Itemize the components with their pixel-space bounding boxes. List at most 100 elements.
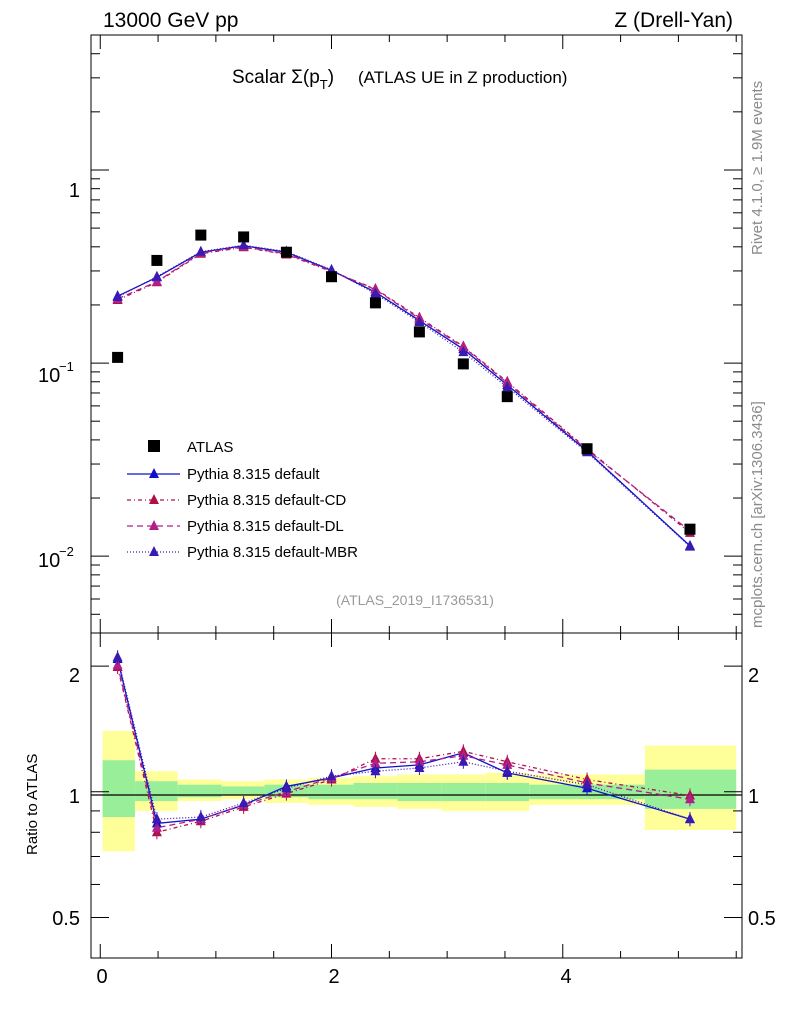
ratio-series-marker-3: [195, 811, 206, 822]
ratio-series-marker-3: [238, 797, 249, 808]
ratio-series-marker-2: [151, 821, 162, 832]
main-series-marker-3: [370, 287, 381, 298]
ratio-y-tick-2: 2: [69, 665, 80, 687]
legend-marker-cd: [149, 494, 159, 504]
ratio-series-marker-3: [414, 762, 425, 773]
legend: ATLAS Pythia 8.315 default Pythia 8.315 …: [127, 439, 358, 561]
atlas-data-point: [238, 231, 250, 243]
band-green: [221, 786, 265, 796]
y-tick-label-0p1-exp: −1: [59, 359, 74, 374]
ratio-series-marker-3: [458, 755, 469, 766]
ratio-frame: [90, 632, 743, 959]
main-series-marker-3: [414, 316, 425, 327]
main-series-marker-3: [502, 381, 513, 392]
main-ticks: [91, 34, 742, 634]
main-series-marker-3: [238, 239, 249, 250]
header-right: Z (Drell-Yan): [614, 9, 733, 32]
ratio-uncertainty-bands: [102, 730, 737, 852]
ratio-y-axis-label: Ratio to ATLAS: [24, 754, 41, 855]
ratio-series-line-1: [116, 666, 691, 834]
legend-label-default: Pythia 8.315 default: [187, 466, 320, 483]
band-green: [353, 782, 398, 800]
legend-label-atlas: ATLAS: [187, 439, 233, 456]
ratio-series-marker-2: [502, 758, 513, 769]
ratio-ticks: [91, 633, 742, 958]
ratio-series-marker-3: [684, 813, 695, 824]
y-tick-label-1: 1: [69, 180, 80, 202]
main-series-line-2: [117, 246, 691, 532]
legend-label-cd: Pythia 8.315 default-CD: [187, 492, 346, 509]
band-green: [134, 781, 178, 802]
x-tick-label-2: 2: [328, 966, 339, 988]
ratio-y-tick-0p5: 0.5: [52, 908, 80, 930]
ratio-panel: 2 1 0.5 2 1 0.5 Ratio to ATLAS 0 2 4: [24, 632, 776, 988]
main-series-line-1: [117, 246, 691, 534]
header-left: 13000 GeV pp: [103, 9, 238, 32]
ratio-series-marker-3: [582, 778, 593, 789]
atlas-data-point: [581, 443, 593, 455]
atlas-data-point: [151, 254, 163, 266]
main-series-marker-3: [151, 270, 162, 281]
ratio-series-marker-3: [502, 765, 513, 776]
ratio-series-line-3: [116, 657, 691, 820]
x-tick-label-4: 4: [560, 966, 571, 988]
ratio-series-markers: [112, 650, 695, 840]
x-tick-label-0: 0: [96, 966, 107, 988]
ratio-series-marker-3: [326, 770, 337, 781]
legend-marker-mbr: [149, 546, 159, 556]
ratio-series-marker-3: [151, 813, 162, 824]
atlas-data-point: [501, 391, 513, 403]
legend-label-dl: Pythia 8.315 default-DL: [187, 518, 344, 535]
main-series-marker-3: [195, 245, 206, 256]
y-tick-label-0p1-base: 10: [38, 365, 60, 387]
atlas-data-point: [369, 297, 381, 309]
ratio-y-tick-1: 1: [69, 786, 80, 808]
atlas-data-point: [457, 358, 469, 370]
legend-marker-dl: [149, 520, 159, 530]
ratio-series-marker-2: [414, 755, 425, 766]
atlas-data-point: [112, 351, 124, 363]
band-green: [441, 782, 486, 802]
chart-title: Scalar Σ(pT) (ATLAS UE in Z production): [232, 67, 567, 92]
title-tail: (ATLAS UE in Z production): [358, 68, 567, 87]
ratio-y-tick-2-right: 2: [748, 665, 759, 687]
ratio-series-line-0: [116, 658, 691, 825]
band-green: [102, 760, 135, 818]
title-close: ): [328, 67, 334, 88]
ratio-series-lines: [116, 657, 691, 834]
ratio-series-marker-2: [370, 757, 381, 768]
ratio-y-tick-0p5-right: 0.5: [748, 908, 776, 930]
atlas-data-point: [684, 523, 696, 535]
atlas-data-point: [280, 246, 292, 258]
main-series-lines: [117, 244, 691, 548]
legend-label-mbr: Pythia 8.315 default-MBR: [187, 544, 358, 561]
band-green: [308, 784, 354, 800]
ratio-series-marker-3: [281, 782, 292, 793]
title-main: Scalar Σ(p: [232, 67, 320, 88]
ratio-y-tick-1-right: 1: [748, 786, 759, 808]
title-sub: T: [320, 77, 328, 92]
main-series-marker-3: [458, 346, 469, 357]
band-green: [177, 784, 222, 798]
svg-text:Scalar Σ(pT): Scalar Σ(pT): [232, 67, 334, 92]
ratio-series-marker-3: [112, 651, 123, 662]
main-panel: 1 10 −1 10 −2 Scalar Σ(pT) (ATLAS UE in …: [38, 34, 743, 634]
y-tick-label-0p01-exp: −2: [59, 544, 74, 559]
y-tick-label-0p01-base: 10: [38, 550, 60, 572]
ratio-series-marker-3: [370, 765, 381, 776]
rivet-label: Rivet 4.1.0, ≥ 1.9M events: [749, 81, 766, 255]
main-series-marker-3: [112, 290, 123, 301]
legend-marker-atlas: [148, 440, 160, 452]
ratio-series-line-2: [116, 665, 691, 829]
legend-marker-default: [149, 468, 159, 478]
ratio-series-marker-2: [458, 749, 469, 760]
atlas-data-points: [112, 229, 696, 535]
main-series-marker-3: [684, 540, 695, 551]
band-green: [397, 782, 442, 802]
mcplots-label: mcplots.cern.ch [arXiv:1306.3436]: [749, 401, 766, 628]
ratio-series-marker-2: [684, 793, 695, 804]
band-green: [485, 782, 530, 802]
main-series-line-0: [117, 245, 691, 547]
analysis-reference: (ATLAS_2019_I1736531): [336, 592, 494, 608]
